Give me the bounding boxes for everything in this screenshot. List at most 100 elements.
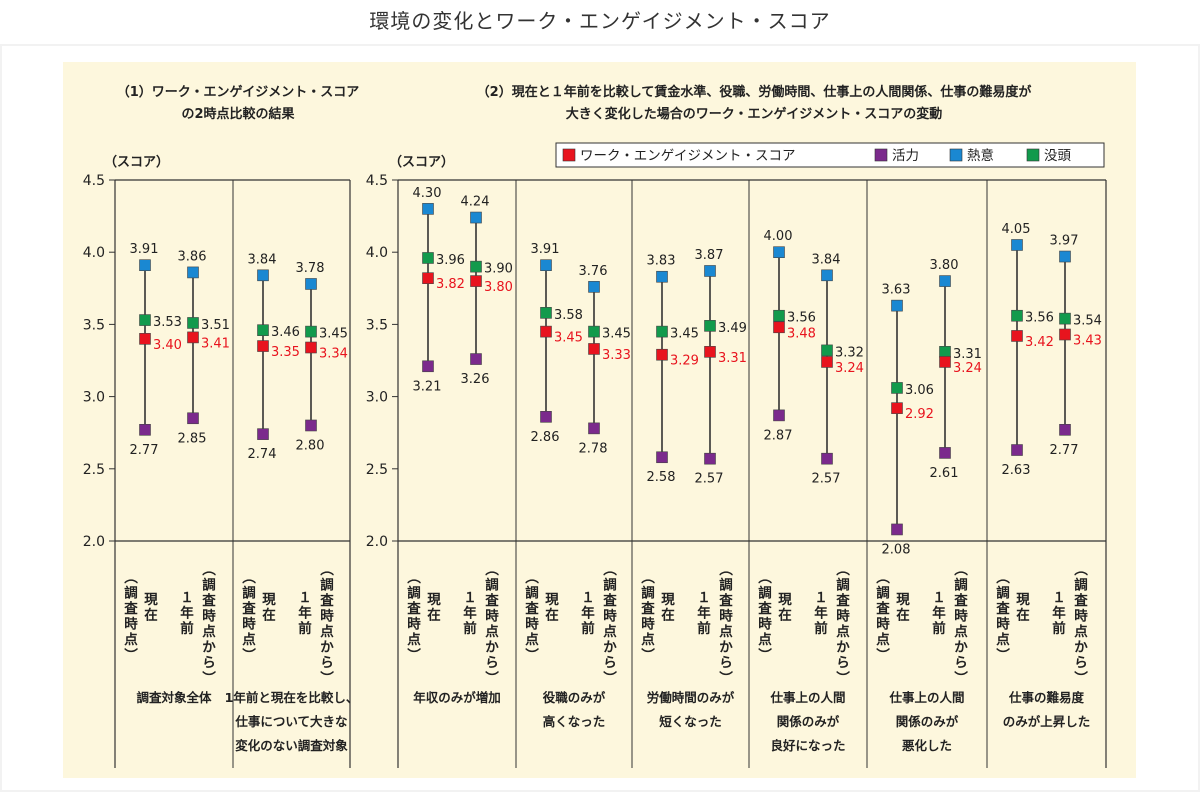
dedication-point <box>773 246 785 258</box>
vertical-char: 時 <box>407 616 421 633</box>
y-tick-label: 3.5 <box>366 317 388 333</box>
vigor-point <box>187 412 199 425</box>
vertical-char: 時 <box>641 616 655 633</box>
vigor-value-label: 2.80 <box>296 438 325 453</box>
absorption-value-label: 3.32 <box>835 345 864 360</box>
vertical-char: ） <box>601 671 617 685</box>
vertical-char: 点 <box>525 631 539 648</box>
work-engagement-point <box>656 348 668 361</box>
vertical-char: 点 <box>758 631 772 648</box>
work-engagement-value-label: 3.35 <box>271 345 300 360</box>
vertical-char: ら <box>836 655 850 671</box>
absorption-point <box>422 252 434 264</box>
vertical-char: ） <box>318 671 334 685</box>
work-engagement-point <box>422 272 434 284</box>
time-label-current: 現在 <box>545 592 559 624</box>
dedication-value-label: 3.86 <box>178 249 207 264</box>
vertical-char: ） <box>952 671 968 685</box>
y-tick-label: 4.0 <box>83 245 105 261</box>
vertical-char: （ <box>523 570 539 584</box>
absorption-value-label: 3.56 <box>787 311 816 326</box>
vertical-char: 年 <box>814 605 828 622</box>
vigor-value-label: 2.58 <box>647 470 676 485</box>
vertical-char: 時 <box>603 608 617 625</box>
vertical-char: １ <box>581 590 595 606</box>
vertical-char: ） <box>1072 671 1088 685</box>
absorption-point <box>1059 312 1071 325</box>
vigor-point <box>656 451 668 464</box>
vertical-char: 査 <box>525 600 539 617</box>
vigor-value-label: 2.74 <box>248 447 277 462</box>
work-engagement-point <box>939 356 951 368</box>
vertical-char: 点 <box>202 623 216 640</box>
vertical-char: 在 <box>661 607 675 624</box>
vigor-point <box>1059 424 1071 436</box>
dedication-point <box>1011 239 1023 251</box>
vertical-char: （ <box>756 570 772 584</box>
vertical-char: １ <box>697 590 711 606</box>
absorption-value-label: 3.58 <box>554 308 583 323</box>
vertical-char: （ <box>717 562 733 576</box>
legend-label-absorption: 没頭 <box>1044 148 1072 164</box>
dedication-point <box>139 259 151 271</box>
vigor-value-label: 2.61 <box>930 466 959 481</box>
vertical-char: １ <box>298 590 312 606</box>
absorption-value-label: 3.96 <box>436 253 465 268</box>
vigor-value-label: 2.85 <box>178 431 207 446</box>
dedication-point <box>656 270 668 283</box>
absorption-point <box>939 346 951 358</box>
work-engagement-point <box>139 333 151 345</box>
vertical-char: ら <box>320 655 334 671</box>
vertical-char: 調 <box>641 585 655 602</box>
absorption-point <box>891 382 903 394</box>
vigor-point <box>891 523 903 536</box>
vertical-char: 前 <box>814 620 828 637</box>
dedication-value-label: 3.63 <box>882 283 911 298</box>
work-engagement-point <box>773 321 785 334</box>
vertical-char: 査 <box>641 600 655 617</box>
vertical-char: 時 <box>202 608 216 625</box>
y-tick-label: 3.0 <box>366 390 388 406</box>
absorption-point <box>540 307 552 319</box>
vertical-char: 現 <box>427 592 441 608</box>
vertical-char: 時 <box>320 608 334 625</box>
vertical-char: （ <box>200 562 216 576</box>
vertical-char: 現 <box>778 592 792 608</box>
vertical-char: 点 <box>603 623 617 640</box>
dedication-point <box>305 278 317 290</box>
vertical-char: 点 <box>242 631 256 648</box>
dedication-value-label: 3.76 <box>579 264 608 279</box>
dedication-value-label: 3.91 <box>130 242 159 257</box>
vertical-char: （ <box>994 570 1010 584</box>
y-tick-label: 3.0 <box>83 390 105 406</box>
panel1-title-line1: （1）ワーク・エンゲイジメント・スコア <box>117 84 360 100</box>
vigor-value-label: 2.78 <box>579 441 608 456</box>
dedication-value-label: 3.78 <box>296 261 325 276</box>
vertical-char: 点 <box>320 623 334 640</box>
time-label-current: 現在 <box>427 592 441 624</box>
page-title: 環境の変化とワーク・エンゲイジメント・スコア <box>0 0 1200 44</box>
vertical-char: 前 <box>697 620 711 637</box>
vertical-char: 点 <box>124 631 138 648</box>
time-label-current: 現在 <box>778 592 792 624</box>
legend: ワーク・エンゲイジメント・スコア 活力 熱意 没頭 <box>555 142 1105 168</box>
vigor-point <box>821 452 833 465</box>
vertical-char: 在 <box>427 607 441 624</box>
dedication-point <box>588 281 600 293</box>
vertical-char: 調 <box>603 577 617 594</box>
y-tick-label: 2.5 <box>83 462 105 478</box>
vertical-char: 在 <box>144 607 158 624</box>
vertical-char: （ <box>240 570 256 584</box>
vertical-char: （ <box>1072 562 1088 576</box>
time-label-past: １年前 <box>180 590 194 637</box>
vertical-char: （ <box>952 562 968 576</box>
vertical-char: か <box>836 640 850 656</box>
vertical-char: 査 <box>407 600 421 617</box>
time-label-current: 現在 <box>1016 592 1030 624</box>
vertical-char: １ <box>814 590 828 606</box>
vertical-char: 査 <box>124 600 138 617</box>
y-tick-label: 4.5 <box>366 173 388 189</box>
vertical-char: 調 <box>836 577 850 594</box>
work-engagement-point <box>257 340 269 352</box>
